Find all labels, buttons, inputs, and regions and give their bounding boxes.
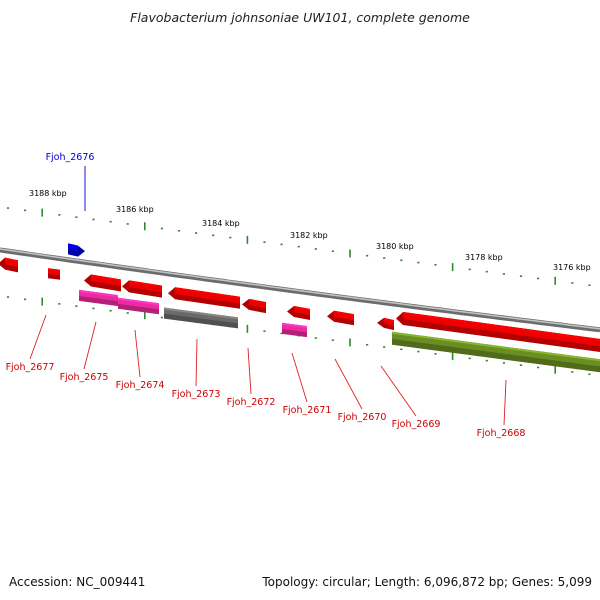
gene-label[interactable]: Fjoh_2674 [116,380,165,391]
position-label: 3180 kbp [376,242,414,251]
gene-arrow-fjoh-2673[interactable] [164,307,238,329]
position-label: 3178 kbp [465,253,503,262]
gene-arrow[interactable] [327,310,354,326]
leader-line [247,347,252,395]
leader-line [83,321,97,370]
gene-label[interactable]: Fjoh_2669 [392,419,441,430]
gene-arrow-fjoh-2674[interactable] [118,297,159,315]
position-label: 3176 kbp [553,263,591,272]
gene-label[interactable]: Fjoh_2675 [60,372,109,383]
gene-arrow-fjoh-2668[interactable] [392,331,600,373]
gene-arrow[interactable] [377,317,394,331]
gene-arrow[interactable] [122,280,162,298]
backbone-line [0,247,600,333]
leader-line [291,352,308,403]
position-labels: 3188 kbp 3186 kbp 3184 kbp 3182 kbp 3180 kbp… [29,189,591,272]
topology-label: Topology: circular; Length: 6,096,872 bp… [262,575,592,589]
position-label: 3186 kbp [116,205,154,214]
gene-label[interactable]: Fjoh_2671 [283,405,332,416]
gene-arrow[interactable] [287,305,310,321]
page-title: Flavobacterium johnsoniae UW101, complet… [130,10,470,25]
position-label: 3182 kbp [290,231,328,240]
gene-label[interactable]: Fjoh_2672 [227,397,276,408]
gene-arrow-fjoh-2671[interactable] [282,322,307,338]
gene-features [0,243,600,373]
gene-label[interactable]: Fjoh_2673 [172,389,221,400]
genome-backbone [0,247,600,333]
gene-label[interactable]: Fjoh_2676 [46,152,95,163]
position-label: 3188 kbp [29,189,67,198]
gene-arrow-fjoh-2675[interactable] [79,289,118,307]
gene-label[interactable]: Fjoh_2677 [6,362,55,373]
gene-label[interactable]: Fjoh_2670 [338,412,387,423]
leader-line [503,379,507,426]
gene-arrow-fjoh-2677[interactable] [0,257,18,273]
gene-arrow[interactable] [242,298,266,314]
label-leaders [29,166,507,426]
leader-line [195,338,198,387]
gene-arrow[interactable] [48,268,60,280]
leader-line [29,314,47,360]
accession-label: Accession: NC_009441 [9,575,146,589]
gene-labels: Fjoh_2676 Fjoh_2677 Fjoh_2675 Fjoh_2674 Fjoh… [6,152,526,439]
leader-line [134,329,141,378]
gene-arrow[interactable] [84,274,121,292]
gene-arrow[interactable] [396,311,600,353]
backbone-highlight [0,248,600,330]
leader-line [334,358,363,410]
gene-arrow-fjoh-2676[interactable] [68,243,85,257]
gene-label[interactable]: Fjoh_2668 [477,428,526,439]
position-label: 3184 kbp [202,219,240,228]
gene-arrow[interactable] [168,287,240,309]
leader-line [380,365,417,417]
position-ticks-forward [6,207,591,287]
